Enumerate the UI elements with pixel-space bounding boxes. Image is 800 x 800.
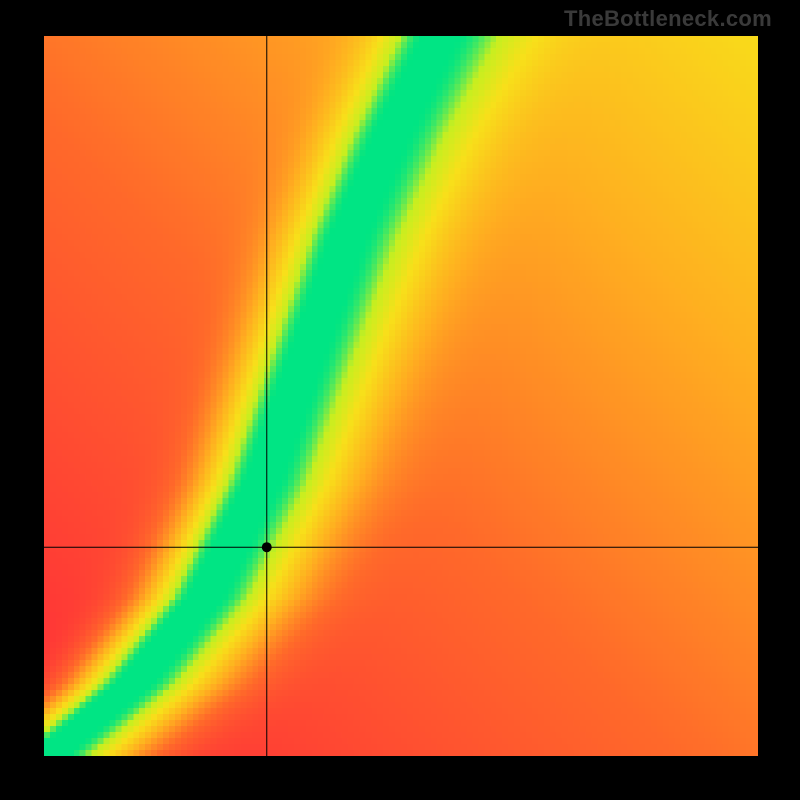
bottleneck-heatmap bbox=[44, 36, 758, 756]
chart-container: TheBottleneck.com bbox=[0, 0, 800, 800]
watermark-text: TheBottleneck.com bbox=[564, 6, 772, 32]
